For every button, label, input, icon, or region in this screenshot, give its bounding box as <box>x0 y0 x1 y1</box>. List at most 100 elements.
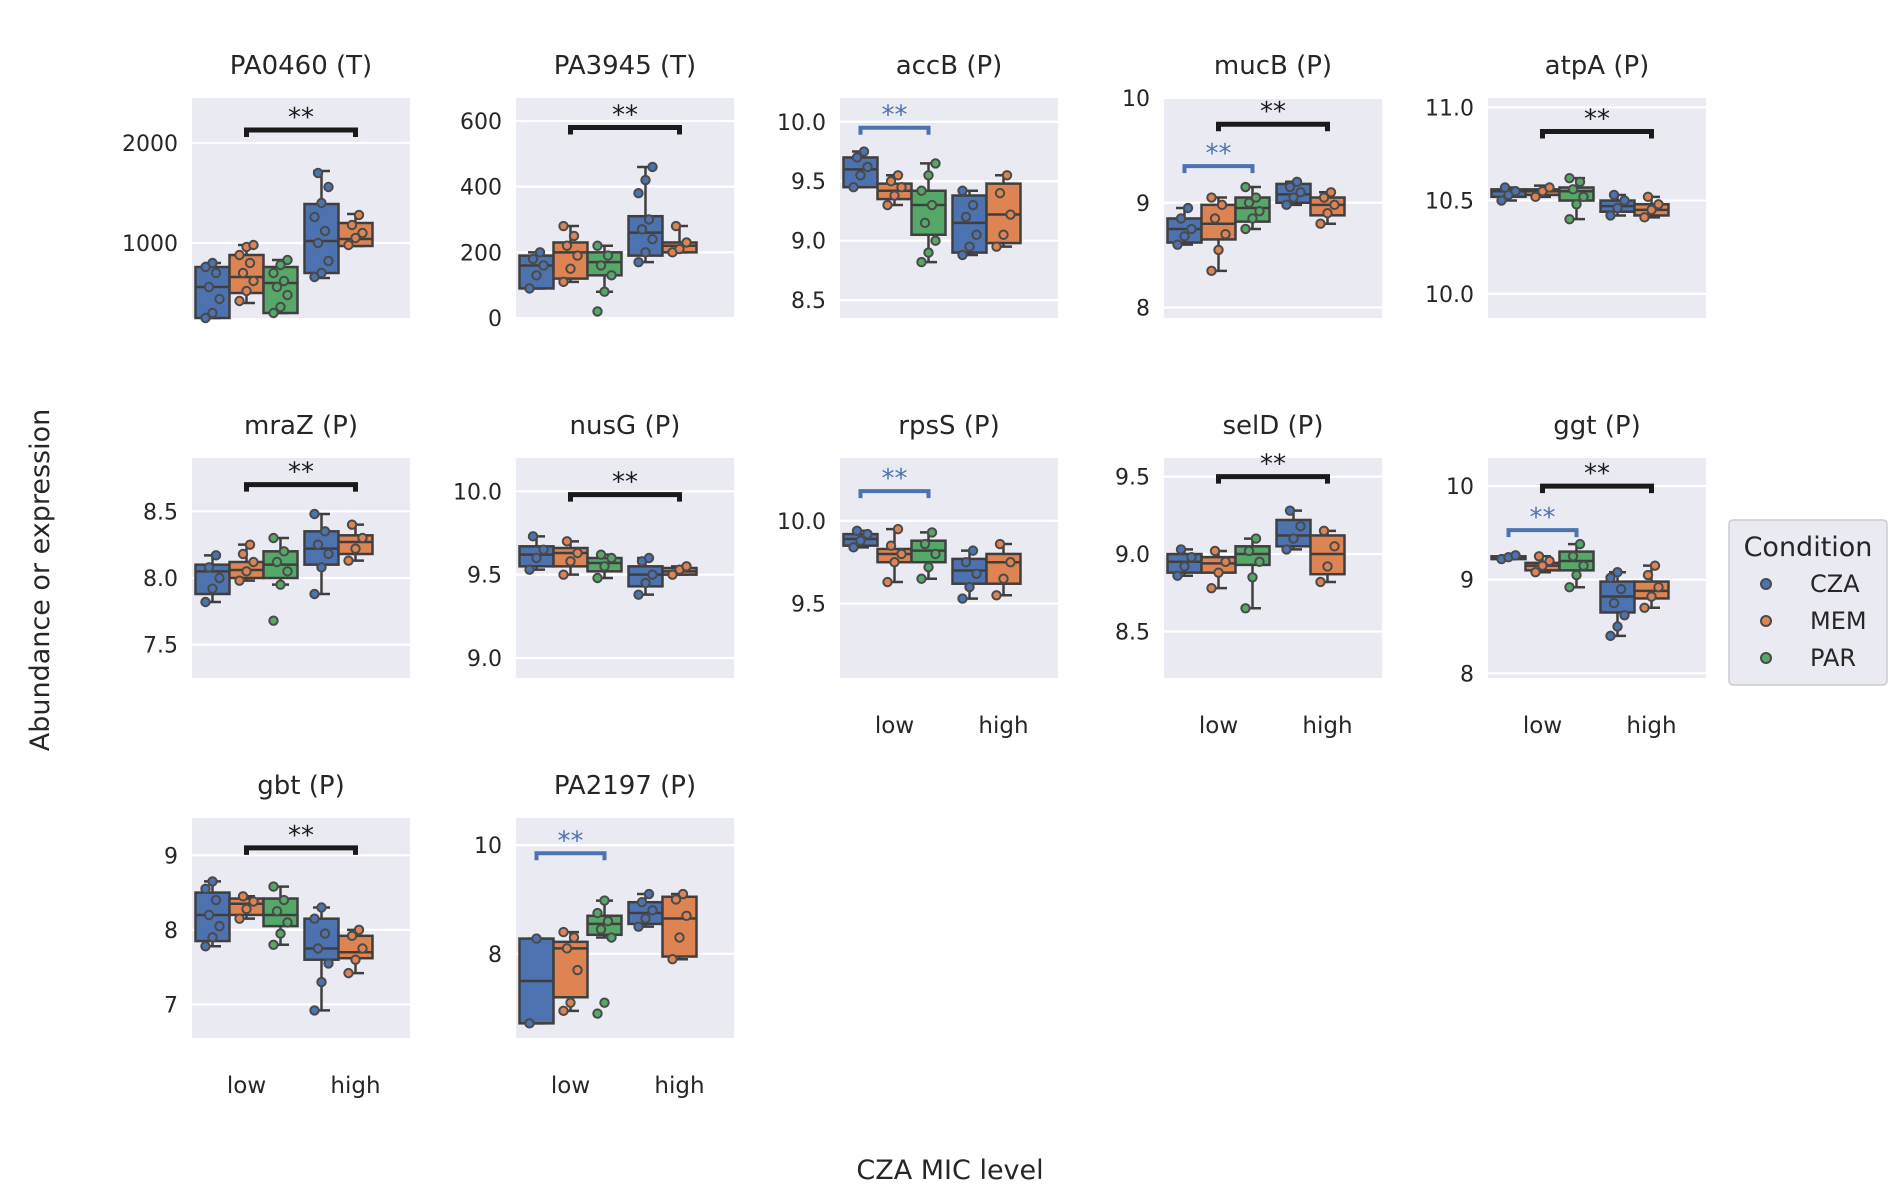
data-point <box>282 566 293 577</box>
data-point <box>916 573 927 584</box>
data-point <box>1186 551 1197 563</box>
panel-title: accB (P) <box>896 51 1003 81</box>
data-point <box>234 249 245 261</box>
data-point <box>241 566 252 577</box>
box-iqr <box>303 917 340 961</box>
box-high-cza <box>1275 176 1312 211</box>
bracket-line <box>1216 474 1330 484</box>
panel-9: 8.5 9.0 9.5 selD (P) low high ** <box>1115 411 1382 739</box>
data-point <box>214 920 225 932</box>
data-point <box>1291 176 1303 188</box>
data-point <box>268 532 279 544</box>
data-point <box>323 958 334 969</box>
data-point <box>1315 576 1326 588</box>
data-point <box>885 540 897 551</box>
data-point <box>848 181 859 193</box>
y-tick-label: 9.5 <box>467 564 502 589</box>
data-point <box>1243 197 1255 208</box>
legend-marker <box>1760 652 1772 664</box>
data-point <box>1649 560 1661 571</box>
data-point <box>565 556 576 567</box>
bracket-line <box>244 127 358 137</box>
y-tick-label: 10 <box>1446 475 1474 500</box>
box-low-cza <box>1166 202 1203 250</box>
data-point <box>316 902 327 913</box>
data-point <box>565 263 576 274</box>
data-point <box>275 928 286 939</box>
data-point <box>1172 239 1183 250</box>
data-point <box>848 542 859 553</box>
data-point <box>892 170 904 181</box>
significance-label: ** <box>882 101 908 131</box>
data-point <box>602 916 614 927</box>
data-point <box>998 229 1009 240</box>
data-point <box>1213 567 1224 578</box>
legend-label: CZA <box>1810 570 1860 598</box>
data-point <box>268 307 279 319</box>
data-point <box>1578 191 1589 203</box>
y-tick-label: 9.0 <box>467 647 502 672</box>
data-point <box>1639 212 1650 223</box>
data-point <box>353 209 365 221</box>
panel-title: selD (P) <box>1222 411 1323 441</box>
box-high-cza <box>951 185 988 261</box>
data-point <box>643 214 655 225</box>
bracket-line <box>244 482 358 492</box>
data-point <box>1642 191 1654 203</box>
data-point <box>971 229 982 240</box>
data-point <box>971 568 982 579</box>
data-point <box>357 532 368 544</box>
panel-title: atpA (P) <box>1545 51 1650 81</box>
data-point <box>237 267 249 279</box>
panel-background <box>840 98 1058 318</box>
box-high-mem <box>1633 191 1670 223</box>
data-point <box>210 550 222 561</box>
data-point <box>670 894 682 905</box>
data-point <box>1574 176 1586 188</box>
box-low-mem <box>552 536 589 580</box>
data-point <box>599 561 610 572</box>
data-point <box>892 523 904 535</box>
data-point <box>930 158 941 169</box>
data-point <box>568 932 580 943</box>
data-point <box>994 187 1006 199</box>
box-low-cza <box>842 525 879 553</box>
data-point <box>531 933 542 944</box>
data-point <box>271 906 283 917</box>
data-point <box>592 240 603 251</box>
data-point <box>1254 556 1265 568</box>
data-point <box>1220 556 1231 568</box>
data-point <box>568 230 580 242</box>
data-point <box>1578 560 1589 571</box>
box-low-par <box>586 549 623 584</box>
data-point <box>524 283 535 294</box>
data-point <box>316 562 327 573</box>
data-point <box>343 239 354 251</box>
box-low-cza <box>518 933 555 1029</box>
y-tick-label: 10.0 <box>777 111 826 136</box>
legend-marker <box>1760 578 1772 590</box>
data-point <box>923 247 934 258</box>
data-point <box>1329 199 1340 211</box>
data-point <box>278 546 290 557</box>
data-point <box>1571 569 1582 581</box>
box-high-mem <box>1309 187 1346 229</box>
data-point <box>200 596 211 608</box>
data-point <box>1499 182 1511 193</box>
data-point <box>1510 550 1521 561</box>
panel-title: mraZ (P) <box>244 411 358 441</box>
data-point <box>248 275 259 287</box>
data-point <box>919 538 931 550</box>
bracket-line <box>1540 483 1654 494</box>
legend-label: PAR <box>1810 644 1856 672</box>
data-point <box>309 211 320 223</box>
data-point <box>926 527 938 538</box>
data-point <box>599 895 610 906</box>
data-point <box>1179 561 1190 572</box>
box-high-mem <box>1309 525 1346 588</box>
data-point <box>282 289 293 301</box>
box-low-mem <box>228 891 265 924</box>
data-point <box>1247 213 1258 224</box>
data-point <box>960 211 972 223</box>
data-point <box>670 220 682 232</box>
